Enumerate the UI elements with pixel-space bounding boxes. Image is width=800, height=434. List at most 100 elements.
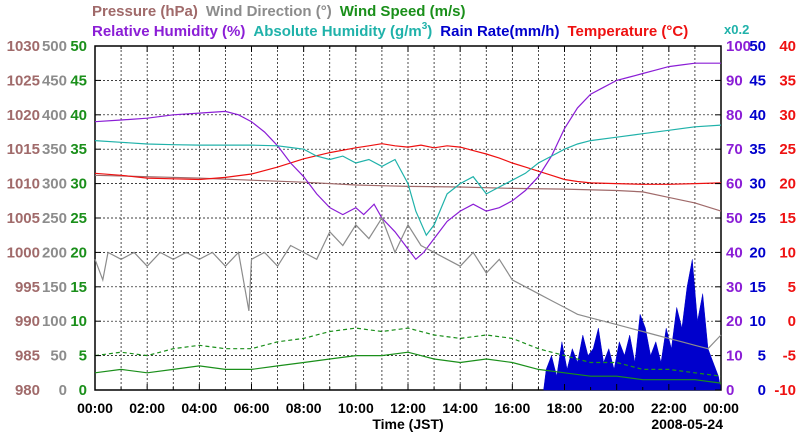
y-tick-rain-rate: 35 <box>749 141 766 158</box>
y-tick-wind-speed: 20 <box>70 244 87 261</box>
y-tick-relative-humidity: 0 <box>726 382 734 399</box>
y-tick-wind-direction: 400 <box>42 107 67 124</box>
y-tick-wind-speed: 35 <box>70 141 87 158</box>
legend-entry-close: ) <box>427 23 432 40</box>
x-tick-label: 10:00 <box>338 400 374 416</box>
x-tick-label: 22:00 <box>651 400 687 416</box>
y-tick-wind-direction: 350 <box>42 141 67 158</box>
y-tick-temperature: -10 <box>774 382 796 399</box>
y-tick-wind-speed: 10 <box>70 313 87 330</box>
y-tick-relative-humidity: 100 <box>726 38 751 55</box>
y-tick-wind-speed: 40 <box>70 107 87 124</box>
legend-entry: Wind Speed (m/s) <box>340 3 466 20</box>
y-tick-rain-rate: 20 <box>749 244 766 261</box>
y-tick-pressure: 995 <box>15 279 40 296</box>
series-wind-speed <box>94 351 722 384</box>
y-tick-wind-speed: 45 <box>70 72 87 89</box>
y-tick-rain-rate: 25 <box>749 210 766 227</box>
axes-layer: 00:00 02:00 04:00 06:00 08:00 10:00 12:00 14:00… <box>7 38 796 432</box>
y-tick-wind-direction: 100 <box>42 313 67 330</box>
y-tick-rain-rate: 0 <box>758 382 766 399</box>
y-tick-relative-humidity: 50 <box>726 210 743 227</box>
x-tick-label: 14:00 <box>442 400 478 416</box>
y-tick-pressure: 990 <box>15 313 40 330</box>
series-relative-humidity <box>94 62 721 261</box>
y-tick-rain-rate: 40 <box>749 107 766 124</box>
y-tick-wind-direction: 250 <box>42 210 67 227</box>
y-tick-temperature: 25 <box>779 141 796 158</box>
y-tick-pressure: 1010 <box>7 176 40 193</box>
x-tick-label: 18:00 <box>547 400 583 416</box>
y-tick-temperature: 5 <box>788 279 796 296</box>
x-tick-label: 06:00 <box>234 400 270 416</box>
y-tick-relative-humidity: 70 <box>726 141 743 158</box>
y-tick-rain-rate: 10 <box>749 313 766 330</box>
x-tick-label: 08:00 <box>286 400 322 416</box>
x-tick-label: 16:00 <box>494 400 530 416</box>
y-tick-wind-speed: 25 <box>70 210 87 227</box>
y-tick-wind-speed: 5 <box>79 348 87 365</box>
y-tick-pressure: 980 <box>15 382 40 399</box>
y-tick-rain-rate: 45 <box>749 72 766 89</box>
y-tick-pressure: 1025 <box>7 72 40 89</box>
legend-row-1: Pressure (hPa) Wind Direction (°) Wind Spe… <box>92 3 465 20</box>
y-tick-temperature: 20 <box>779 176 796 193</box>
y-tick-wind-speed: 30 <box>70 176 87 193</box>
y-tick-relative-humidity: 60 <box>726 176 743 193</box>
y-tick-temperature: 0 <box>788 313 796 330</box>
series-pressure <box>94 174 722 212</box>
y-tick-temperature: 10 <box>779 244 796 261</box>
y-tick-pressure: 1005 <box>7 210 40 227</box>
y-tick-wind-direction: 200 <box>42 244 67 261</box>
legend-entry: Relative Humidity (%) <box>92 23 245 40</box>
legend-row-2: Relative Humidity (%) Absolute Humidity (… <box>92 21 688 40</box>
y-tick-temperature: 15 <box>779 210 796 227</box>
gridlines <box>95 46 721 390</box>
y-tick-pressure: 1020 <box>7 107 40 124</box>
rain-rate-area <box>543 259 722 391</box>
y-tick-wind-direction: 50 <box>50 348 67 365</box>
x-tick-label: 00:00 <box>703 400 739 416</box>
y-tick-rain-rate: 50 <box>749 38 766 55</box>
y-tick-wind-speed: 0 <box>79 382 87 399</box>
y-tick-wind-direction: 500 <box>42 38 67 55</box>
x-tick-label: 12:00 <box>390 400 426 416</box>
y-tick-relative-humidity: 90 <box>726 72 743 89</box>
rain-layer <box>543 259 722 391</box>
y-tick-temperature: 35 <box>779 72 796 89</box>
y-tick-pressure: 1030 <box>7 38 40 55</box>
y-tick-temperature: -5 <box>783 348 796 365</box>
y-tick-relative-humidity: 30 <box>726 279 743 296</box>
y-tick-wind-direction: 300 <box>42 176 67 193</box>
legend-entry: Rain Rate(mm/h) <box>440 23 559 40</box>
y-tick-wind-direction: 150 <box>42 279 67 296</box>
y-tick-relative-humidity: 20 <box>726 313 743 330</box>
y-tick-temperature: 30 <box>779 107 796 124</box>
y-tick-rain-rate: 30 <box>749 176 766 193</box>
series-wind-speed-gust <box>94 327 722 377</box>
absolute-humidity-scale-note: x0.2 <box>724 22 749 37</box>
series-layer <box>94 62 722 384</box>
legend: Pressure (hPa) Wind Direction (°) Wind Spe… <box>92 3 749 40</box>
y-tick-pressure: 1000 <box>7 244 40 261</box>
series-temperature <box>94 143 722 185</box>
series-wind-direction <box>94 216 722 350</box>
y-tick-wind-speed: 50 <box>70 38 87 55</box>
date-label: 2008-05-24 <box>651 416 723 432</box>
y-tick-pressure: 985 <box>15 348 40 365</box>
legend-entry: Absolute Humidity (g/m <box>253 23 421 40</box>
y-tick-relative-humidity: 10 <box>726 348 743 365</box>
x-tick-label: 04:00 <box>181 400 217 416</box>
x-tick-label: 02:00 <box>129 400 165 416</box>
x-axis-title: Time (JST) <box>372 416 443 432</box>
y-tick-wind-direction: 450 <box>42 72 67 89</box>
legend-superscript: 3 <box>422 21 428 32</box>
y-tick-relative-humidity: 40 <box>726 244 743 261</box>
legend-entry: Wind Direction (°) <box>206 3 332 20</box>
x-tick-label: 20:00 <box>599 400 635 416</box>
series-absolute-humidity <box>94 124 722 237</box>
y-tick-temperature: 40 <box>779 38 796 55</box>
y-tick-wind-speed: 15 <box>70 279 87 296</box>
y-tick-rain-rate: 15 <box>749 279 766 296</box>
